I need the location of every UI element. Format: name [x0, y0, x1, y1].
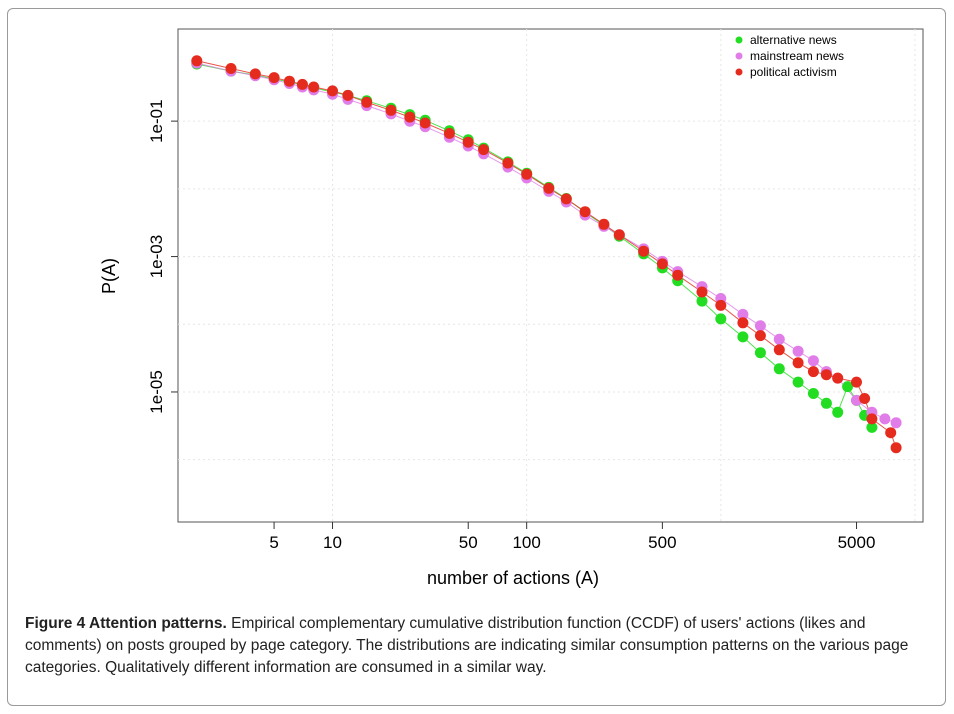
data-point	[792, 357, 804, 369]
data-point	[598, 218, 610, 230]
x-tick-label: 100	[512, 533, 540, 552]
data-point	[478, 144, 490, 156]
data-point	[792, 345, 804, 357]
x-tick-label: 10	[323, 533, 342, 552]
data-point	[283, 75, 295, 87]
legend-marker	[735, 36, 743, 44]
grid-lines	[178, 29, 923, 522]
legend-marker	[735, 68, 743, 76]
legend-label: alternative news	[750, 33, 837, 47]
caption-label: Figure 4 Attention patterns.	[25, 615, 227, 632]
legend-marker	[735, 52, 743, 60]
data-point	[342, 89, 354, 101]
data-point	[890, 417, 902, 429]
data-point	[866, 413, 878, 425]
data-point	[191, 55, 203, 67]
y-axis-title: P(A)	[99, 258, 119, 294]
data-point	[807, 355, 819, 367]
data-point	[754, 330, 766, 342]
data-point	[521, 168, 533, 180]
data-point	[638, 245, 650, 257]
legend-label: mainstream news	[750, 49, 844, 63]
data-point	[820, 369, 832, 381]
data-point	[696, 295, 708, 307]
data-point	[419, 117, 431, 129]
data-point	[879, 413, 891, 425]
data-point	[842, 381, 854, 393]
data-point	[715, 313, 727, 325]
data-point	[754, 347, 766, 359]
data-point	[773, 363, 785, 375]
data-point	[502, 157, 514, 169]
series-line	[196, 60, 897, 448]
data-point	[890, 442, 902, 454]
axes: 5 10 50 100 500 5000 1e-01 1e-03 1e-05	[147, 99, 875, 552]
data-point	[308, 81, 320, 93]
data-point	[225, 63, 237, 74]
x-tick-label: 5	[269, 533, 278, 552]
plot-area	[177, 28, 924, 523]
data-point	[754, 320, 766, 332]
data-point	[773, 333, 785, 345]
data-point	[885, 427, 897, 439]
y-tick-label: 1e-05	[147, 370, 166, 413]
data-point	[443, 127, 455, 139]
data-point	[613, 229, 625, 241]
data-point	[560, 193, 572, 205]
x-axis-title: number of actions (A)	[427, 568, 599, 588]
data-point	[737, 308, 749, 320]
data-point	[579, 206, 591, 218]
data-point	[820, 397, 832, 409]
data-point	[792, 376, 804, 388]
data-point	[737, 331, 749, 343]
data-point	[385, 104, 397, 116]
ccdf-chart: 5 10 50 100 500 5000 1e-01 1e-03 1e-05 number of…	[99, 28, 924, 588]
legend: alternative news mainstream news political…	[735, 33, 844, 79]
legend-label: political activism	[750, 65, 837, 79]
data-point	[832, 406, 844, 418]
data-point	[737, 317, 749, 329]
y-tick-label: 1e-03	[147, 235, 166, 278]
x-tick-label: 500	[648, 533, 676, 552]
data-point	[296, 78, 308, 90]
data-point	[361, 96, 373, 108]
data-point	[672, 269, 684, 281]
caption-text: Empirical complementary cumulative distr…	[25, 615, 909, 676]
data-point	[327, 85, 338, 97]
data-point	[715, 299, 727, 311]
y-tick-label: 1e-01	[147, 99, 166, 142]
data-point	[866, 421, 878, 433]
data-point	[404, 111, 416, 123]
data-point	[696, 286, 708, 298]
data-point	[807, 388, 819, 399]
x-tick-label: 5000	[838, 533, 876, 552]
figure-caption: Figure 4 Attention patterns. Empirical c…	[25, 613, 945, 679]
data-point	[807, 366, 819, 378]
x-tick-label: 50	[459, 533, 478, 552]
data-point	[268, 72, 280, 84]
data-point	[543, 182, 555, 194]
data-point	[832, 372, 844, 384]
data-series	[191, 55, 902, 454]
data-point	[773, 344, 785, 356]
data-point	[249, 68, 261, 80]
data-point	[656, 258, 668, 270]
figure-frame: 5 10 50 100 500 5000 1e-01 1e-03 1e-05 number of…	[7, 8, 946, 706]
data-point	[859, 393, 871, 404]
data-point	[851, 376, 862, 388]
data-point	[462, 136, 474, 148]
